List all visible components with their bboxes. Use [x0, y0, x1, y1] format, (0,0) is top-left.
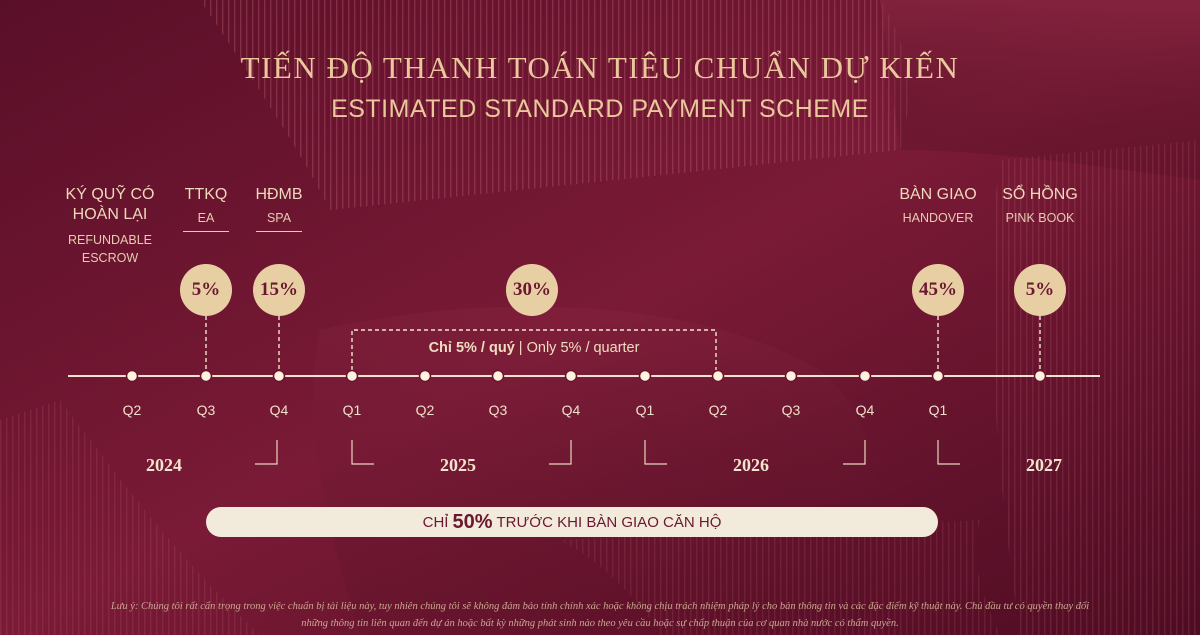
ttkq-underline [183, 231, 229, 232]
quarter-label: Q4 [561, 402, 581, 418]
hdmb-en: SPA [266, 211, 292, 225]
ttkq-label: TTKQ EA [175, 185, 237, 232]
quarter-label: Q1 [635, 402, 655, 418]
escrow-vi-line1: KÝ QUỸ CÓ [65, 186, 155, 203]
hdmb-underline [256, 231, 302, 232]
quarterly-label-en: Only 5% / quarter [526, 340, 640, 356]
quarter-label: Q1 [928, 402, 948, 418]
quarter-label: Q3 [781, 402, 801, 418]
quarter-label: Q2 [708, 402, 728, 418]
pinkbook-en: PINK BOOK [1005, 211, 1075, 225]
year-label: 2027 [1026, 455, 1062, 475]
disclaimer-line2: những thông tin liên quan đến dự án hoặc… [301, 618, 899, 629]
handover-percent-circle: 45% [912, 264, 964, 316]
escrow-en-line2: ESCROW [81, 251, 139, 265]
year-label: 2024 [146, 455, 182, 475]
quarterly-label-vi: Chỉ 5% / quý [428, 340, 515, 356]
quarter-label: Q2 [122, 402, 142, 418]
pinkbook-percent-circle: 5% [1014, 264, 1066, 316]
hdmb-percent-circle: 15% [253, 264, 305, 316]
quarter-label: Q1 [342, 402, 362, 418]
page-title: TIẾN ĐỘ THANH TOÁN TIÊU CHUẨN DỰ KIẾN [240, 50, 960, 85]
escrow-en-line1: REFUNDABLE [67, 233, 153, 247]
handover-label: BÀN GIAO HANDOVER [888, 185, 988, 227]
quarter-label: Q3 [488, 402, 508, 418]
timeline-dots [125, 369, 1047, 383]
year-brackets [255, 440, 960, 465]
ttkq-vi: TTKQ [184, 186, 228, 203]
quarterly-range-label: Chỉ 5% / quý | Only 5% / quarter [352, 340, 716, 356]
escrow-label: KÝ QUỸ CÓ HOÀN LẠI REFUNDABLE ESCROW [50, 185, 170, 267]
banner-suffix: TRƯỚC KHI BÀN GIAO CĂN HỘ [496, 513, 722, 531]
hdmb-vi: HĐMB [255, 186, 303, 203]
quarterly-label-separator: | [514, 340, 527, 356]
escrow-vi-line2: HOÀN LẠI [72, 206, 148, 223]
prepayment-banner: CHỈ 50% TRƯỚC KHI BÀN GIAO CĂN HỘ [206, 507, 938, 537]
handover-vi: BÀN GIAO [899, 186, 977, 203]
disclaimer-line1: Lưu ý: Chúng tôi rất cẩn trọng trong việ… [110, 601, 1090, 612]
quarter-label: Q4 [855, 402, 875, 418]
quarter-label: Q2 [415, 402, 435, 418]
quarter-label: Q3 [196, 402, 216, 418]
page-subtitle: ESTIMATED STANDARD PAYMENT SCHEME [331, 95, 869, 123]
year-label: 2026 [733, 455, 769, 475]
banner-prefix: CHỈ [422, 513, 449, 531]
handover-en: HANDOVER [902, 211, 974, 225]
year-label: 2025 [440, 455, 476, 475]
ttkq-en: EA [197, 211, 215, 225]
pinkbook-label: SỔ HỒNG PINK BOOK [990, 185, 1090, 227]
quarterly-percent-circle: 30% [506, 264, 558, 316]
banner-highlight: 50% [452, 510, 493, 533]
connector-lines [205, 316, 1041, 370]
ttkq-percent-circle: 5% [180, 264, 232, 316]
quarter-label: Q4 [269, 402, 289, 418]
hdmb-label: HĐMB SPA [248, 185, 310, 232]
pinkbook-vi: SỔ HỒNG [1002, 186, 1078, 203]
disclaimer: Lưu ý: Chúng tôi rất cẩn trọng trong việ… [40, 598, 1160, 632]
